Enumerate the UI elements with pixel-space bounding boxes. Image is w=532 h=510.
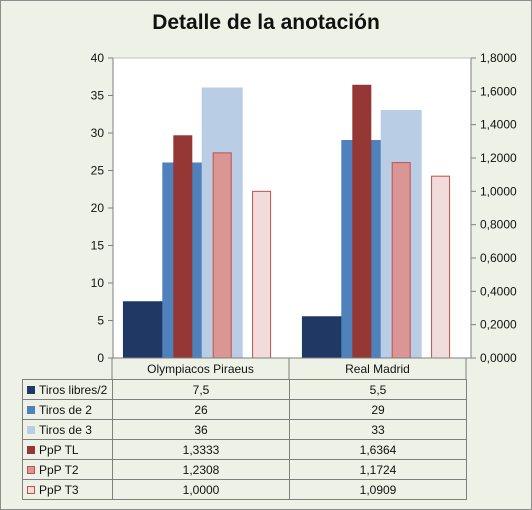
y-right-tick-label-6: 1,2000 <box>480 151 517 165</box>
y-left-tick-label-4: 20 <box>91 201 105 215</box>
y-left-tick-label-0: 0 <box>97 351 104 365</box>
data-table: Tiros libres/2 7,5 5,5 Tiros de 2 26 29 Tiros … <box>22 379 467 500</box>
table-cell: 1,2308 <box>112 459 290 480</box>
table-row: PpP T2 1,2308 1,1724 <box>22 459 467 480</box>
table-cell: 1,1724 <box>289 459 467 480</box>
legend-key-swatch <box>27 426 35 435</box>
bar-ppp-tl-0 <box>173 135 193 359</box>
table-cell: 36 <box>112 419 290 440</box>
bar-ppp-t3-0 <box>252 190 272 359</box>
legend-entry: PpP T2 <box>22 459 113 480</box>
bar-ppp-t3-1 <box>431 175 451 359</box>
chart-title: Detalle de la anotación <box>152 11 380 34</box>
y-left-tick-label-8: 40 <box>91 51 105 65</box>
legend-key-swatch <box>27 486 35 495</box>
table-row: PpP T3 1,0000 1,0909 <box>22 479 467 500</box>
y-right-tick-label-3: 0,6000 <box>480 251 517 265</box>
category-label-1: Real Madrid <box>345 362 410 376</box>
y-left-tick-label-5: 25 <box>91 164 105 178</box>
bar-tiros-libres-2-0 <box>122 301 164 359</box>
table-cell: 33 <box>289 419 467 440</box>
bar-ppp-tl-1 <box>352 84 372 359</box>
legend-label: Tiros de 2 <box>39 402 92 417</box>
chart-plot: 0 5 10 15 20 25 30 35 40 0,0000 0,2000 0,4000 0,6000… <box>91 51 517 379</box>
y-right-tick-label-5: 1,0000 <box>480 184 517 198</box>
y-left-tick-label-3: 15 <box>91 239 105 253</box>
y-left-tick-label-2: 10 <box>91 276 105 290</box>
y-left-tick-label-6: 30 <box>91 126 105 140</box>
legend-key-swatch <box>27 466 35 475</box>
table-cell: 1,3333 <box>112 439 290 460</box>
legend-label: PpP T3 <box>39 482 79 497</box>
y-right-tick-label-0: 0,0000 <box>480 351 517 365</box>
bar-ppp-t2-0 <box>212 152 232 359</box>
legend-label: PpP TL <box>39 442 79 457</box>
y-left-tick-label-7: 35 <box>91 89 105 103</box>
legend-label: PpP T2 <box>39 462 79 477</box>
table-row: Tiros libres/2 7,5 5,5 <box>22 379 467 400</box>
bar-tiros-libres-2-1 <box>301 316 343 359</box>
y-right-tick-label-9: 1,8000 <box>480 51 517 65</box>
table-cell: 5,5 <box>289 379 467 400</box>
legend-label: Tiros de 3 <box>39 422 92 437</box>
legend-key-swatch <box>27 406 35 415</box>
legend-entry: PpP TL <box>22 439 113 460</box>
y-right-tick-label-4: 0,8000 <box>480 218 517 232</box>
legend-key-swatch <box>27 446 35 455</box>
y-right-tick-label-2: 0,4000 <box>480 284 517 298</box>
table-cell: 26 <box>112 399 290 420</box>
table-cell: 1,0909 <box>289 479 467 500</box>
legend-key-swatch <box>27 386 35 395</box>
legend-entry: Tiros de 2 <box>22 399 113 420</box>
y-right-tick-label-1: 0,2000 <box>480 318 517 332</box>
legend-entry: PpP T3 <box>22 479 113 500</box>
table-cell: 29 <box>289 399 467 420</box>
table-row: Tiros de 3 36 33 <box>22 419 467 440</box>
y-right-tick-label-7: 1,4000 <box>480 118 517 132</box>
legend-entry: Tiros libres/2 <box>22 379 113 400</box>
table-cell: 1,6364 <box>289 439 467 460</box>
legend-label: Tiros libres/2 <box>39 382 108 397</box>
table-cell: 7,5 <box>112 379 290 400</box>
table-row: Tiros de 2 26 29 <box>22 399 467 420</box>
table-row: PpP TL 1,3333 1,6364 <box>22 439 467 460</box>
table-cell: 1,0000 <box>112 479 290 500</box>
bar-ppp-t2-1 <box>391 162 411 359</box>
legend-entry: Tiros de 3 <box>22 419 113 440</box>
y-left-tick-label-1: 5 <box>97 314 104 328</box>
y-right-tick-label-8: 1,6000 <box>480 84 517 98</box>
category-label-0: Olympiacos Piraeus <box>147 362 254 376</box>
